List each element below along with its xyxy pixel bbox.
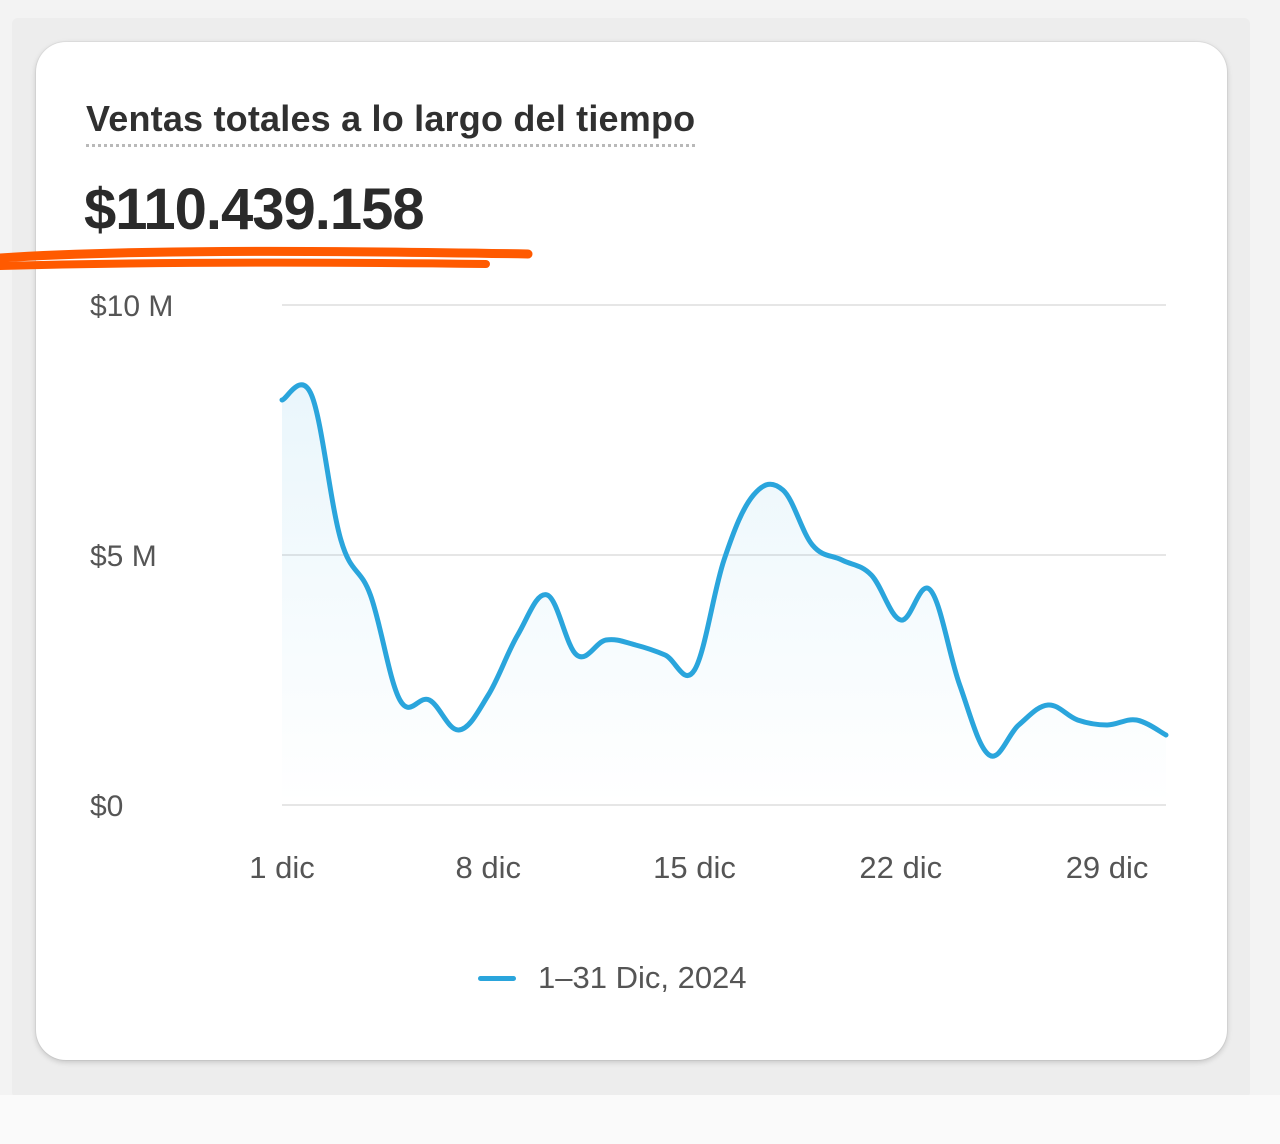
card-title[interactable]: Ventas totales a lo largo del tiempo	[86, 98, 696, 147]
legend-swatch	[478, 975, 516, 981]
chart-legend[interactable]: 1–31 Dic, 2024	[478, 958, 747, 998]
legend-label: 1–31 Dic, 2024	[538, 960, 747, 995]
bottom-fade	[0, 1095, 1280, 1144]
total-sales-value: $110.439.158	[84, 177, 425, 242]
